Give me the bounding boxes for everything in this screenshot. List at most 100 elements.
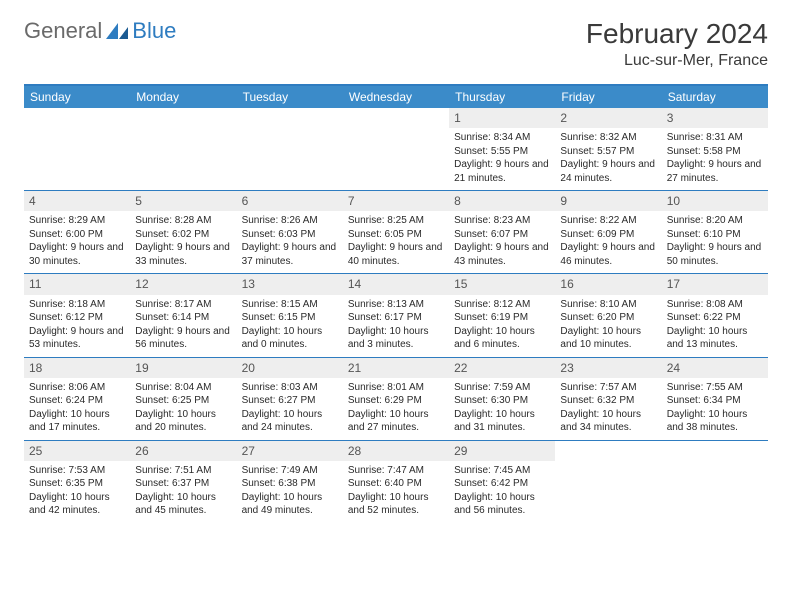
day-cell xyxy=(555,441,661,523)
daylight-text: Daylight: 10 hours and 49 minutes. xyxy=(242,491,338,518)
sunset-text: Sunset: 5:55 PM xyxy=(454,145,550,159)
day-cell xyxy=(237,108,343,190)
day-body: Sunrise: 8:20 AMSunset: 6:10 PMDaylight:… xyxy=(662,211,768,273)
sunrise-text: Sunrise: 8:04 AM xyxy=(135,381,231,395)
sunset-text: Sunset: 6:05 PM xyxy=(348,228,444,242)
day-number: 19 xyxy=(130,358,236,378)
daylight-text: Daylight: 10 hours and 0 minutes. xyxy=(242,325,338,352)
sunrise-text: Sunrise: 8:12 AM xyxy=(454,298,550,312)
day-number: 10 xyxy=(662,191,768,211)
sunset-text: Sunset: 6:07 PM xyxy=(454,228,550,242)
sunset-text: Sunset: 6:09 PM xyxy=(560,228,656,242)
sunrise-text: Sunrise: 8:06 AM xyxy=(29,381,125,395)
day-cell: 1Sunrise: 8:34 AMSunset: 5:55 PMDaylight… xyxy=(449,108,555,190)
sunset-text: Sunset: 6:20 PM xyxy=(560,311,656,325)
sunset-text: Sunset: 6:22 PM xyxy=(667,311,763,325)
day-number: 13 xyxy=(237,274,343,294)
sunset-text: Sunset: 6:27 PM xyxy=(242,394,338,408)
logo: General Blue xyxy=(24,18,176,44)
day-number: 8 xyxy=(449,191,555,211)
sunset-text: Sunset: 5:57 PM xyxy=(560,145,656,159)
day-cell: 11Sunrise: 8:18 AMSunset: 6:12 PMDayligh… xyxy=(24,274,130,356)
day-cell: 25Sunrise: 7:53 AMSunset: 6:35 PMDayligh… xyxy=(24,441,130,523)
day-body: Sunrise: 7:53 AMSunset: 6:35 PMDaylight:… xyxy=(24,461,130,523)
day-body: Sunrise: 8:10 AMSunset: 6:20 PMDaylight:… xyxy=(555,295,661,357)
sunset-text: Sunset: 6:42 PM xyxy=(454,477,550,491)
sunset-text: Sunset: 6:32 PM xyxy=(560,394,656,408)
day-cell: 7Sunrise: 8:25 AMSunset: 6:05 PMDaylight… xyxy=(343,191,449,273)
sunrise-text: Sunrise: 8:29 AM xyxy=(29,214,125,228)
daylight-text: Daylight: 10 hours and 45 minutes. xyxy=(135,491,231,518)
day-cell xyxy=(662,441,768,523)
sunset-text: Sunset: 6:12 PM xyxy=(29,311,125,325)
day-body: Sunrise: 8:08 AMSunset: 6:22 PMDaylight:… xyxy=(662,295,768,357)
day-number: 23 xyxy=(555,358,661,378)
day-body: Sunrise: 8:03 AMSunset: 6:27 PMDaylight:… xyxy=(237,378,343,440)
day-body: Sunrise: 8:23 AMSunset: 6:07 PMDaylight:… xyxy=(449,211,555,273)
sunrise-text: Sunrise: 8:15 AM xyxy=(242,298,338,312)
sunrise-text: Sunrise: 8:08 AM xyxy=(667,298,763,312)
day-number: 5 xyxy=(130,191,236,211)
sunset-text: Sunset: 6:19 PM xyxy=(454,311,550,325)
daylight-text: Daylight: 10 hours and 31 minutes. xyxy=(454,408,550,435)
daylight-text: Daylight: 10 hours and 6 minutes. xyxy=(454,325,550,352)
daylight-text: Daylight: 9 hours and 46 minutes. xyxy=(560,241,656,268)
daylight-text: Daylight: 10 hours and 38 minutes. xyxy=(667,408,763,435)
day-cell: 19Sunrise: 8:04 AMSunset: 6:25 PMDayligh… xyxy=(130,358,236,440)
day-body: Sunrise: 8:17 AMSunset: 6:14 PMDaylight:… xyxy=(130,295,236,357)
sunrise-text: Sunrise: 8:01 AM xyxy=(348,381,444,395)
day-number: 21 xyxy=(343,358,449,378)
day-cell: 28Sunrise: 7:47 AMSunset: 6:40 PMDayligh… xyxy=(343,441,449,523)
logo-text-a: General xyxy=(24,18,102,44)
sunset-text: Sunset: 6:37 PM xyxy=(135,477,231,491)
sunrise-text: Sunrise: 8:34 AM xyxy=(454,131,550,145)
day-number: 20 xyxy=(237,358,343,378)
week-row: 25Sunrise: 7:53 AMSunset: 6:35 PMDayligh… xyxy=(24,440,768,523)
day-cell: 17Sunrise: 8:08 AMSunset: 6:22 PMDayligh… xyxy=(662,274,768,356)
daylight-text: Daylight: 9 hours and 27 minutes. xyxy=(667,158,763,185)
day-body: Sunrise: 8:18 AMSunset: 6:12 PMDaylight:… xyxy=(24,295,130,357)
sunrise-text: Sunrise: 7:57 AM xyxy=(560,381,656,395)
sunset-text: Sunset: 6:29 PM xyxy=(348,394,444,408)
daylight-text: Daylight: 9 hours and 24 minutes. xyxy=(560,158,656,185)
title-block: February 2024 Luc-sur-Mer, France xyxy=(586,18,768,70)
sunset-text: Sunset: 6:14 PM xyxy=(135,311,231,325)
daylight-text: Daylight: 9 hours and 37 minutes. xyxy=(242,241,338,268)
day-cell: 9Sunrise: 8:22 AMSunset: 6:09 PMDaylight… xyxy=(555,191,661,273)
week-row: 4Sunrise: 8:29 AMSunset: 6:00 PMDaylight… xyxy=(24,190,768,273)
daylight-text: Daylight: 10 hours and 3 minutes. xyxy=(348,325,444,352)
day-number: 24 xyxy=(662,358,768,378)
day-header-mon: Monday xyxy=(130,86,236,108)
day-cell xyxy=(343,108,449,190)
day-body: Sunrise: 7:51 AMSunset: 6:37 PMDaylight:… xyxy=(130,461,236,523)
sunrise-text: Sunrise: 8:13 AM xyxy=(348,298,444,312)
day-header-thu: Thursday xyxy=(449,86,555,108)
sunrise-text: Sunrise: 8:31 AM xyxy=(667,131,763,145)
day-cell: 8Sunrise: 8:23 AMSunset: 6:07 PMDaylight… xyxy=(449,191,555,273)
sunrise-text: Sunrise: 7:59 AM xyxy=(454,381,550,395)
day-number: 11 xyxy=(24,274,130,294)
week-row: 18 Sunrise: 8:06 AMSunset: 6:24 PM Dayligh… xyxy=(24,357,768,440)
day-cell: 29Sunrise: 7:45 AMSunset: 6:42 PMDayligh… xyxy=(449,441,555,523)
sunset-text: Sunset: 6:24 PM xyxy=(29,394,125,408)
sunset-text: Sunset: 6:10 PM xyxy=(667,228,763,242)
day-body: Sunrise: 8:15 AMSunset: 6:15 PMDaylight:… xyxy=(237,295,343,357)
sunrise-text: Sunrise: 7:47 AM xyxy=(348,464,444,478)
sunset-text: Sunset: 6:38 PM xyxy=(242,477,338,491)
day-number: 18 xyxy=(24,358,130,378)
day-body: Sunrise: 7:59 AMSunset: 6:30 PMDaylight:… xyxy=(449,378,555,440)
daylight-text: Daylight: 9 hours and 56 minutes. xyxy=(135,325,231,352)
day-number: 7 xyxy=(343,191,449,211)
sunrise-text: Sunrise: 8:20 AM xyxy=(667,214,763,228)
day-body: Sunrise: 8:25 AMSunset: 6:05 PMDaylight:… xyxy=(343,211,449,273)
day-header-wed: Wednesday xyxy=(343,86,449,108)
weeks-container: 1Sunrise: 8:34 AMSunset: 5:55 PMDaylight… xyxy=(24,108,768,523)
day-number: 16 xyxy=(555,274,661,294)
daylight-text: Daylight: 9 hours and 50 minutes. xyxy=(667,241,763,268)
day-body: Sunrise: 8:13 AMSunset: 6:17 PMDaylight:… xyxy=(343,295,449,357)
daylight-text: Daylight: 10 hours and 24 minutes. xyxy=(242,408,338,435)
day-cell: 2Sunrise: 8:32 AMSunset: 5:57 PMDaylight… xyxy=(555,108,661,190)
day-cell: 21Sunrise: 8:01 AMSunset: 6:29 PMDayligh… xyxy=(343,358,449,440)
week-row: 1Sunrise: 8:34 AMSunset: 5:55 PMDaylight… xyxy=(24,108,768,190)
sunrise-text: Sunrise: 7:55 AM xyxy=(667,381,763,395)
